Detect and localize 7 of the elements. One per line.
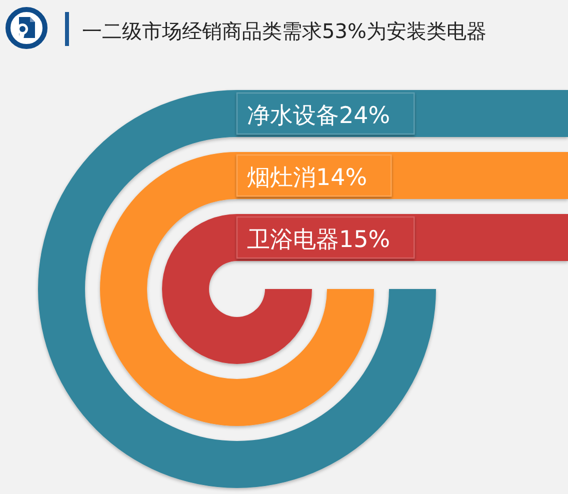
category-label: 净水设备: [247, 103, 339, 129]
text: 一二级市场经销商品类需求53%为安装类电器: [82, 19, 486, 43]
category-label: 卫浴电器: [247, 227, 339, 253]
data-label: 14%: [316, 165, 368, 191]
category-label: 烟灶消: [247, 165, 316, 191]
data-label: 24%: [339, 103, 390, 129]
data-label: 15%: [339, 227, 390, 253]
